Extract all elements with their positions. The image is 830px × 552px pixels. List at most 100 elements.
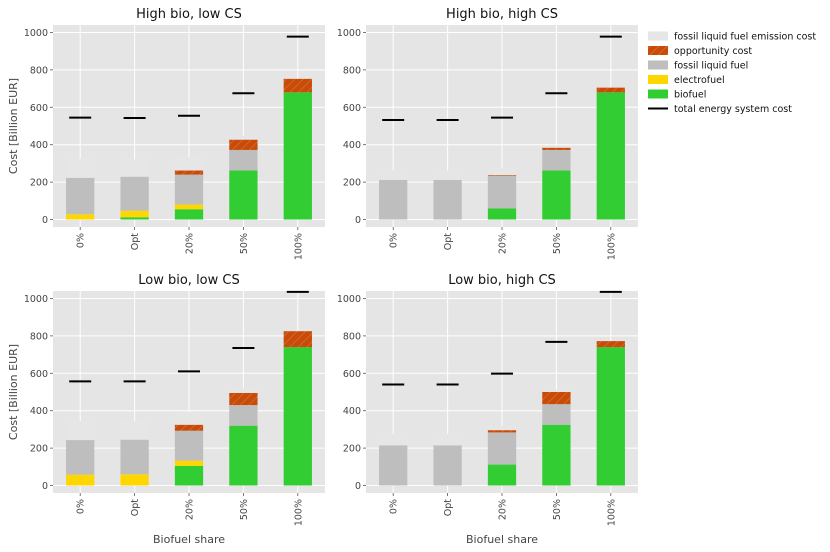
- y-tick-label: 800: [343, 331, 361, 342]
- bar-fossil: [66, 440, 95, 475]
- legend-label-biofuel: biofuel: [674, 90, 706, 101]
- x-tick-label: 50%: [239, 499, 250, 520]
- x-tick-label: 100%: [293, 499, 304, 526]
- y-tick-label: 200: [30, 444, 48, 455]
- bar-fossil: [487, 432, 517, 465]
- bar-opportunity: [229, 392, 258, 406]
- bar-emission: [174, 411, 204, 425]
- y-tick-label: 1000: [24, 28, 48, 39]
- legend-label-electrofuel: electrofuel: [674, 75, 725, 86]
- legend-label-emission: fossil liquid fuel emission cost: [674, 32, 816, 43]
- panel-title: High bio, low CS: [136, 7, 242, 22]
- panel-2: High bio, high CS 0 200 400 600 800 1000 0% Opt 2…: [337, 7, 638, 260]
- bar-emission: [66, 158, 95, 178]
- legend-label-fossil: fossil liquid fuel: [674, 61, 748, 72]
- y-tick-label: 600: [343, 369, 361, 380]
- bar-emission: [120, 159, 149, 177]
- bar-fossil: [379, 179, 408, 220]
- panel-title: Low bio, high CS: [448, 273, 556, 288]
- bar-opportunity: [596, 87, 625, 93]
- x-tick-label: Opt: [130, 499, 141, 517]
- panel-title: High bio, high CS: [446, 7, 558, 22]
- y-tick-label: 800: [343, 65, 361, 76]
- panels-layer: High bio, low CS 0 200 400 600 800 1000 0% Opt 20…: [24, 7, 638, 526]
- legend-label-total: total energy system cost: [674, 104, 792, 115]
- y-tick-label: 0: [42, 481, 48, 492]
- bar-electrofuel: [66, 474, 95, 486]
- bar-biofuel: [174, 209, 204, 220]
- bar-biofuel: [120, 217, 149, 220]
- x-tick-label: 100%: [606, 499, 617, 526]
- bar-biofuel: [229, 425, 258, 486]
- bar-emission: [229, 135, 258, 140]
- x-tick-label: 100%: [293, 233, 304, 260]
- y-tick-label: 800: [30, 65, 48, 76]
- bar-electrofuel: [120, 210, 149, 218]
- x-tick-label: Opt: [443, 233, 454, 251]
- bar-biofuel: [596, 347, 625, 486]
- y-tick-label: 800: [30, 331, 48, 342]
- bar-opportunity: [596, 341, 625, 348]
- legend-swatch-opportunity: [648, 46, 668, 55]
- x-tick-label: 0%: [76, 233, 87, 248]
- bar-opportunity: [283, 78, 312, 93]
- bar-emission: [379, 433, 408, 446]
- bar-emission: [66, 421, 95, 441]
- bar-fossil: [66, 177, 95, 215]
- bar-biofuel: [174, 465, 204, 486]
- bar-electrofuel: [120, 474, 149, 486]
- bar-emission: [174, 157, 204, 171]
- bar-fossil: [542, 404, 571, 425]
- bar-emission: [379, 170, 408, 180]
- bar-emission: [542, 390, 571, 392]
- x-tick-label: 50%: [552, 233, 563, 254]
- bar-fossil: [433, 445, 462, 486]
- bar-emission: [487, 425, 517, 431]
- y-tick-label: 200: [343, 444, 361, 455]
- bar-biofuel: [487, 464, 517, 486]
- bar-fossil: [174, 174, 204, 205]
- x-tick-label: 20%: [185, 499, 196, 520]
- legend: fossil liquid fuel emission cost opportun…: [648, 31, 816, 115]
- y-axis-label-top: Cost [Billion EUR]: [7, 78, 20, 174]
- bar-opportunity: [487, 430, 517, 433]
- bar-biofuel: [596, 92, 625, 220]
- x-tick-label: 20%: [185, 233, 196, 254]
- bar-opportunity: [542, 392, 571, 405]
- bar-emission: [433, 433, 462, 446]
- bar-emission: [120, 420, 149, 440]
- x-axis-label-right: Biofuel share: [466, 533, 538, 546]
- bar-opportunity: [174, 424, 204, 431]
- x-tick-label: 50%: [552, 499, 563, 520]
- y-tick-label: 600: [343, 103, 361, 114]
- bar-electrofuel: [174, 204, 204, 210]
- bar-opportunity: [487, 175, 517, 176]
- bar-fossil: [174, 430, 204, 461]
- y-tick-label: 0: [355, 481, 361, 492]
- x-tick-label: 20%: [498, 233, 509, 254]
- bar-fossil: [229, 405, 258, 426]
- x-tick-label: Opt: [443, 499, 454, 517]
- y-tick-label: 400: [30, 140, 48, 151]
- bar-fossil: [229, 149, 258, 171]
- y-tick-label: 1000: [337, 294, 361, 305]
- bar-emission: [229, 388, 258, 393]
- y-tick-label: 1000: [337, 28, 361, 39]
- bar-emission: [433, 170, 462, 180]
- y-tick-label: 400: [343, 140, 361, 151]
- bar-emission: [542, 145, 571, 148]
- panel-3: Low bio, low CS 0 200 400 600 800 1000 0% Opt 20%…: [24, 273, 325, 526]
- legend-swatch-electrofuel: [648, 75, 668, 84]
- bar-biofuel: [283, 347, 312, 486]
- bar-biofuel: [283, 92, 312, 220]
- y-tick-label: 1000: [24, 294, 48, 305]
- legend-swatch-fossil: [648, 60, 668, 70]
- x-tick-label: 50%: [239, 233, 250, 254]
- bar-opportunity: [229, 139, 258, 150]
- x-tick-label: 20%: [498, 499, 509, 520]
- y-tick-label: 400: [343, 406, 361, 417]
- y-tick-label: 600: [30, 369, 48, 380]
- bar-biofuel: [229, 170, 258, 220]
- bar-fossil: [120, 176, 149, 211]
